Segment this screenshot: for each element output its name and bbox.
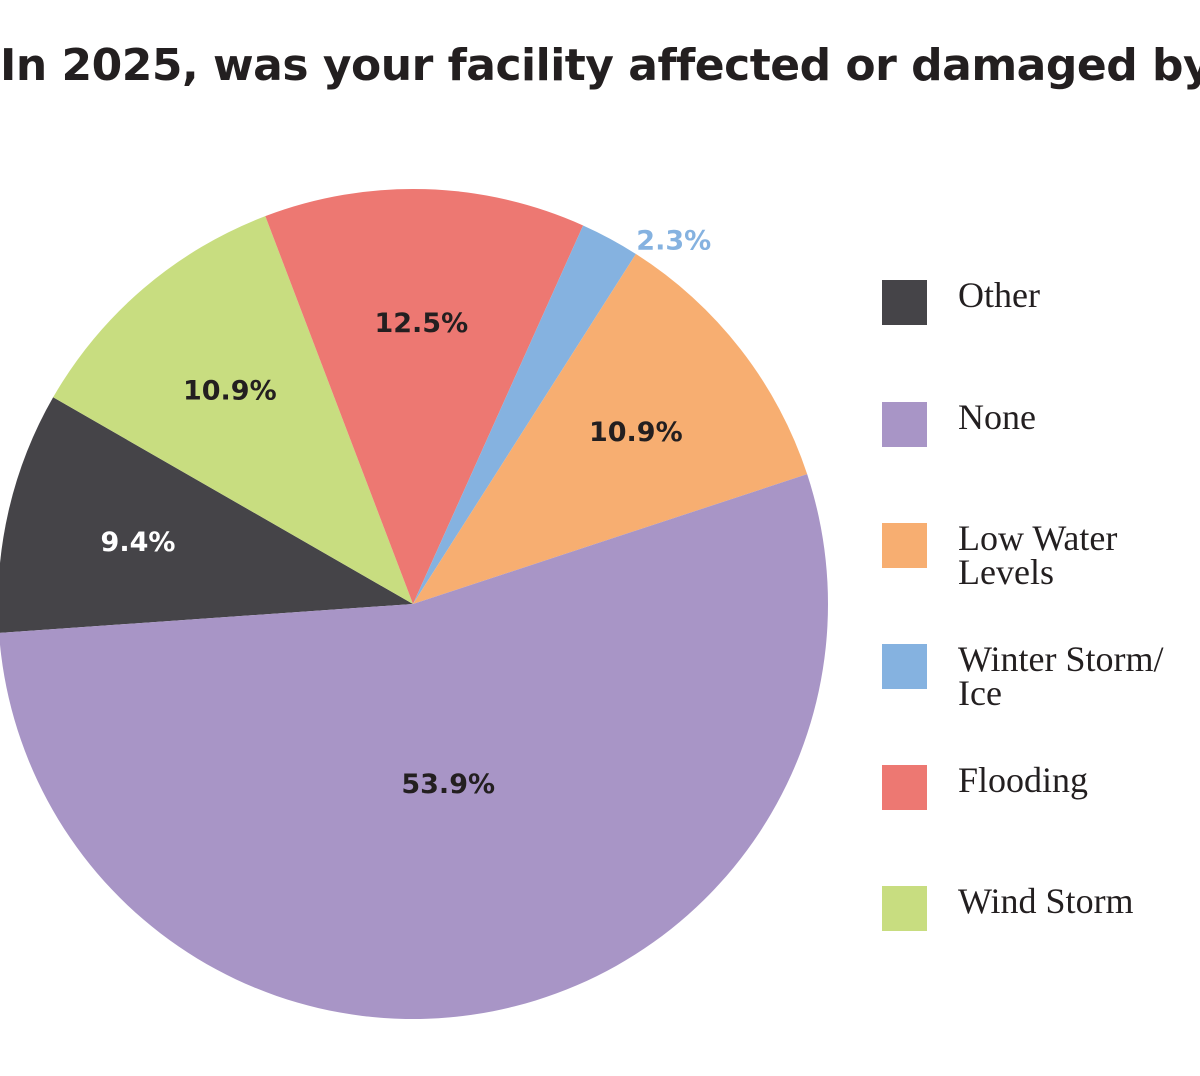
legend-swatch-other [882, 280, 927, 325]
pie-slice-low-water-levels [413, 253, 808, 604]
data-label-other: 9.4% [101, 527, 176, 558]
legend-label-low-water-levels: Low Water Levels [958, 518, 1118, 592]
data-label-flooding: 12.5% [374, 308, 468, 339]
legend: Other None Low Water Levels Winter Storm… [882, 275, 1192, 940]
pie-slice-other [0, 397, 413, 633]
chart-title: In 2025, was your facility affected or d… [0, 40, 1200, 91]
data-label-winter-storm-ice: 2.3% [636, 225, 711, 256]
legend-swatch-none [882, 402, 927, 447]
legend-swatch-winter-storm-ice [882, 644, 927, 689]
data-label-none: 53.9% [401, 769, 495, 800]
legend-label-wind-storm: Wind Storm [958, 881, 1134, 921]
legend-label-flooding: Flooding [958, 760, 1089, 800]
data-label-low-water-levels: 10.9% [589, 417, 683, 448]
legend-swatch-flooding [882, 765, 927, 810]
pie-slice-winter-storm-ice [413, 225, 636, 604]
legend-swatch-wind-storm [882, 886, 927, 931]
pie-slice-none [0, 474, 828, 1019]
pie-slice-wind-storm [53, 216, 413, 605]
legend-label-winter-storm-ice: Winter Storm/ Ice [958, 639, 1164, 713]
legend-label-none: None [958, 397, 1036, 437]
legend-swatch-low-water-levels [882, 523, 927, 568]
pie-slice-flooding [265, 188, 584, 605]
legend-label-other: Other [958, 275, 1040, 315]
data-label-wind-storm: 10.9% [183, 375, 277, 406]
